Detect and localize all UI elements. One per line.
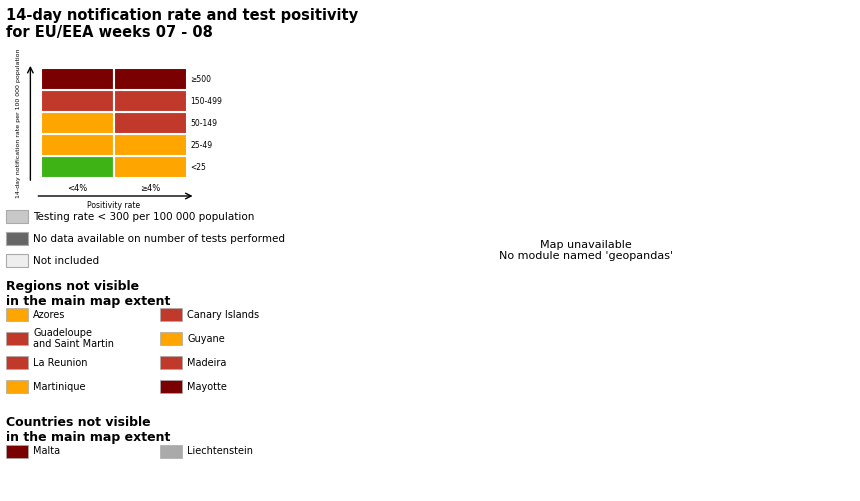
Text: No data available on number of tests performed: No data available on number of tests per… bbox=[34, 233, 286, 243]
Text: 14-day notification rate per 100 000 population: 14-day notification rate per 100 000 pop… bbox=[15, 48, 21, 198]
Bar bbox=[6, 254, 28, 267]
Text: Guyane: Guyane bbox=[187, 334, 225, 344]
Text: Canary Islands: Canary Islands bbox=[187, 310, 260, 320]
Text: Countries not visible
in the main map extent: Countries not visible in the main map ex… bbox=[6, 416, 170, 444]
Text: Not included: Not included bbox=[34, 256, 100, 266]
Text: Positivity rate: Positivity rate bbox=[88, 201, 140, 210]
Bar bbox=[40, 90, 114, 112]
Bar bbox=[114, 156, 187, 178]
Bar bbox=[160, 308, 182, 321]
Text: 25-49: 25-49 bbox=[190, 140, 212, 149]
Bar bbox=[40, 112, 114, 134]
Text: 150-499: 150-499 bbox=[190, 97, 222, 106]
Bar bbox=[114, 134, 187, 156]
Text: Mayotte: Mayotte bbox=[187, 381, 227, 391]
Text: Azores: Azores bbox=[34, 310, 66, 320]
Bar bbox=[114, 112, 187, 134]
Text: Regions not visible
in the main map extent: Regions not visible in the main map exte… bbox=[6, 280, 170, 308]
Bar bbox=[40, 68, 114, 90]
Bar bbox=[6, 210, 28, 223]
Text: ≥500: ≥500 bbox=[190, 75, 212, 84]
Bar bbox=[160, 380, 182, 393]
Bar bbox=[6, 232, 28, 245]
Bar bbox=[40, 134, 114, 156]
Bar bbox=[160, 445, 182, 458]
Text: Martinique: Martinique bbox=[34, 381, 86, 391]
Bar bbox=[6, 332, 28, 345]
Bar bbox=[40, 156, 114, 178]
Text: ≥4%: ≥4% bbox=[140, 184, 161, 193]
Bar bbox=[114, 90, 187, 112]
Text: 14-day notification rate and test positivity
for EU/EEA weeks 07 - 08: 14-day notification rate and test positi… bbox=[6, 8, 359, 41]
Text: Malta: Malta bbox=[34, 446, 60, 456]
Bar bbox=[6, 356, 28, 369]
Bar bbox=[114, 68, 187, 90]
Bar bbox=[160, 356, 182, 369]
Text: 50-149: 50-149 bbox=[190, 119, 218, 127]
Bar bbox=[6, 445, 28, 458]
Text: Liechtenstein: Liechtenstein bbox=[187, 446, 254, 456]
Text: La Reunion: La Reunion bbox=[34, 358, 88, 368]
Text: Testing rate < 300 per 100 000 population: Testing rate < 300 per 100 000 populatio… bbox=[34, 211, 255, 221]
Text: <25: <25 bbox=[190, 162, 206, 171]
Text: Map unavailable
No module named 'geopandas': Map unavailable No module named 'geopand… bbox=[499, 239, 673, 262]
Text: Guadeloupe
and Saint Martin: Guadeloupe and Saint Martin bbox=[34, 328, 114, 349]
Text: Madeira: Madeira bbox=[187, 358, 227, 368]
Text: <4%: <4% bbox=[67, 184, 88, 193]
Bar bbox=[6, 308, 28, 321]
Bar bbox=[6, 380, 28, 393]
Bar bbox=[160, 332, 182, 345]
